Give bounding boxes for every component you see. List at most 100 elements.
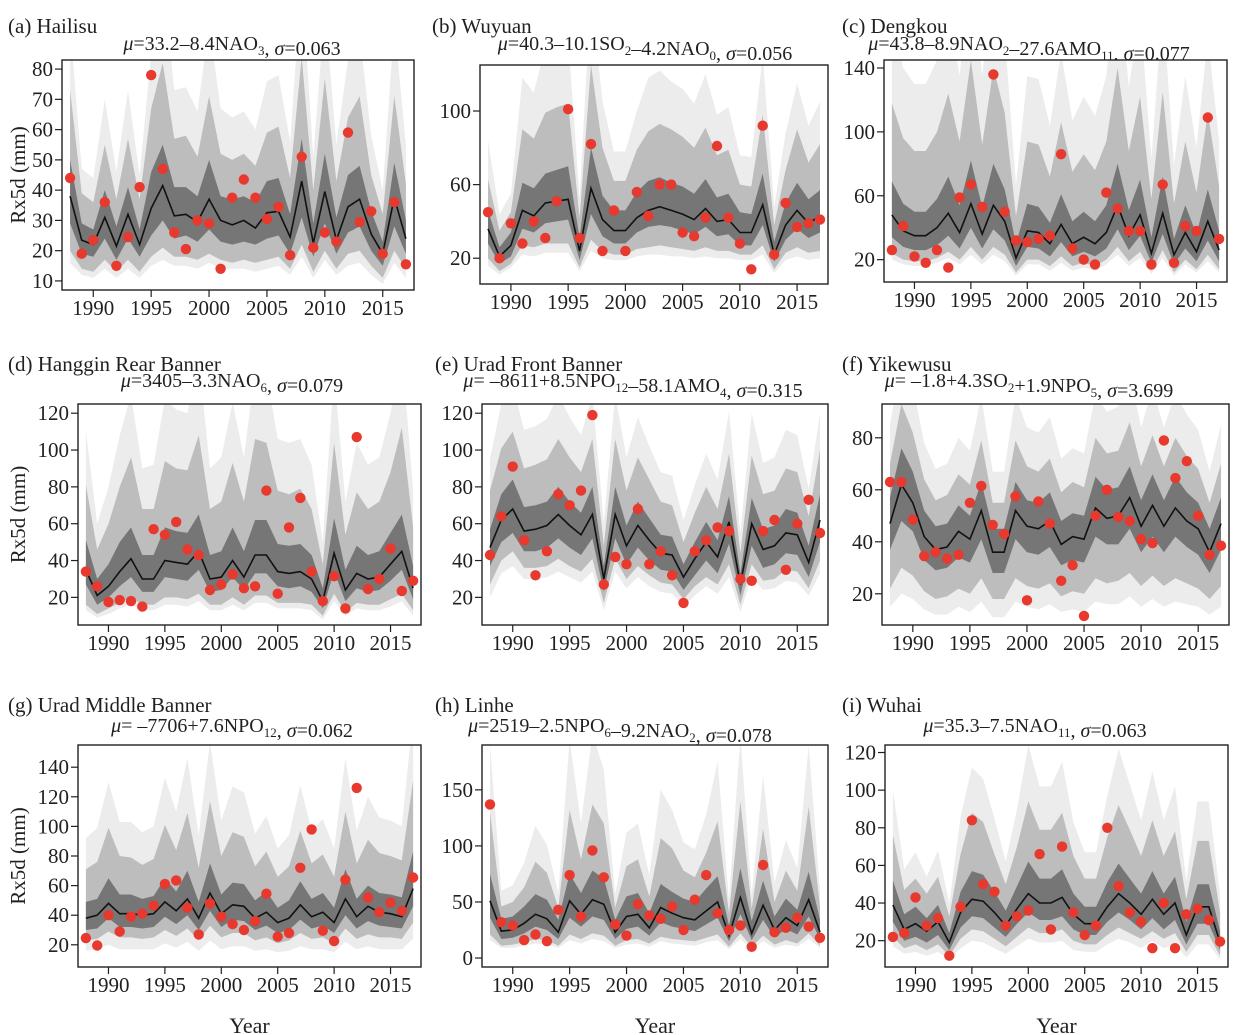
observed-point: [216, 579, 227, 590]
observed-point: [204, 584, 216, 596]
y-tick-label: 60: [32, 118, 53, 142]
observed-point: [400, 259, 412, 270]
observed-point: [76, 248, 87, 259]
observed-point: [180, 243, 192, 255]
observed-point: [204, 898, 216, 909]
observed-point: [295, 862, 306, 873]
observed-point: [1112, 203, 1123, 214]
y-tick-label: 80: [452, 475, 473, 499]
y-tick-label: 20: [32, 239, 53, 263]
observed-point: [780, 922, 792, 933]
plot-frame: [481, 403, 829, 626]
observed-point: [530, 570, 541, 581]
y-tick-label: 40: [48, 549, 69, 573]
observed-point: [518, 535, 530, 546]
observed-point: [723, 525, 735, 537]
observed-point: [137, 908, 148, 919]
y-tick-label: 40: [852, 530, 873, 554]
band-50pct: [490, 868, 820, 942]
observed-point: [632, 899, 644, 910]
observed-point: [898, 220, 909, 232]
observed-point: [780, 564, 792, 575]
y-tick-label: 60: [452, 512, 473, 536]
observed-point: [953, 549, 964, 560]
observed-point: [989, 886, 1000, 897]
observed-point: [1168, 257, 1180, 268]
observed-point: [227, 918, 238, 930]
y-tick-label: 100: [845, 778, 877, 802]
observed-point: [677, 227, 688, 238]
observed-point: [564, 869, 575, 881]
observed-point: [250, 192, 261, 203]
observed-point: [1056, 841, 1068, 852]
observed-point: [261, 213, 273, 225]
panel-title: (i) Wuhai: [842, 693, 922, 717]
observed-point: [712, 908, 723, 919]
y-tick-label: 120: [38, 785, 70, 809]
observed-point: [769, 514, 780, 526]
observed-point: [171, 875, 182, 886]
observed-point: [484, 549, 496, 561]
observed-point: [735, 920, 746, 931]
median-line: [487, 185, 821, 258]
observed-point: [610, 551, 621, 563]
y-tick-label: 50: [452, 890, 473, 914]
x-tick-label: 2000: [1007, 973, 1049, 997]
x-tick-label: 2015: [776, 973, 818, 997]
model-formula: μ=43.8–8.9NAO2–27.6AMO11, σ=0.077: [867, 33, 1190, 65]
observed-point: [283, 522, 295, 533]
observed-point: [666, 570, 678, 581]
observed-point: [1192, 903, 1203, 914]
x-tick-label: 2010: [313, 973, 355, 997]
x-tick-label: 2005: [246, 296, 288, 320]
band-50pct: [70, 138, 406, 266]
observed-point: [317, 925, 328, 936]
panel-title: (b) Wuyuan: [432, 14, 532, 38]
observed-point: [517, 238, 528, 249]
observed-point: [907, 514, 918, 525]
x-tick-label: 1995: [130, 296, 172, 320]
x-tick-label: 2000: [604, 290, 646, 314]
observed-point: [1000, 920, 1011, 931]
observed-point: [620, 245, 631, 257]
observed-point: [159, 878, 171, 890]
y-tick-label: 140: [844, 56, 876, 80]
x-tick-label: 2015: [370, 631, 412, 655]
observed-point: [1191, 225, 1202, 237]
observed-point: [530, 929, 541, 940]
y-tick-label: 100: [442, 438, 474, 462]
observed-point: [955, 901, 966, 912]
y-axis-label: Rx5d (mm): [6, 466, 30, 563]
observed-point: [598, 872, 609, 883]
y-tick-label: 120: [38, 401, 70, 425]
observed-point: [354, 216, 365, 228]
observed-point: [780, 197, 791, 209]
observed-point: [1068, 907, 1079, 918]
model-formula: μ= –7706+7.6NPO12, σ=0.062: [110, 715, 353, 742]
observed-point: [575, 911, 587, 922]
observed-point: [712, 522, 723, 533]
observed-point: [1034, 848, 1045, 860]
observed-point: [585, 138, 597, 150]
observed-point: [803, 494, 814, 505]
observed-point: [976, 480, 987, 492]
x-tick-label: 2010: [1120, 973, 1162, 997]
observed-point: [494, 253, 505, 264]
y-axis-label: Rx5d (mm): [6, 126, 30, 223]
observed-point: [306, 566, 317, 577]
observed-point: [396, 905, 407, 916]
x-axis-label: Year: [635, 1013, 676, 1035]
observed-point: [757, 120, 768, 131]
x-tick-label: 2010: [719, 631, 761, 655]
observed-point: [1010, 235, 1022, 246]
y-tick-label: 20: [855, 929, 876, 953]
observed-point: [125, 595, 137, 607]
plot-frame: [881, 403, 1230, 626]
observed-point: [999, 206, 1010, 217]
observed-point: [978, 879, 989, 890]
observed-point: [80, 932, 92, 944]
observed-point: [1213, 233, 1225, 245]
